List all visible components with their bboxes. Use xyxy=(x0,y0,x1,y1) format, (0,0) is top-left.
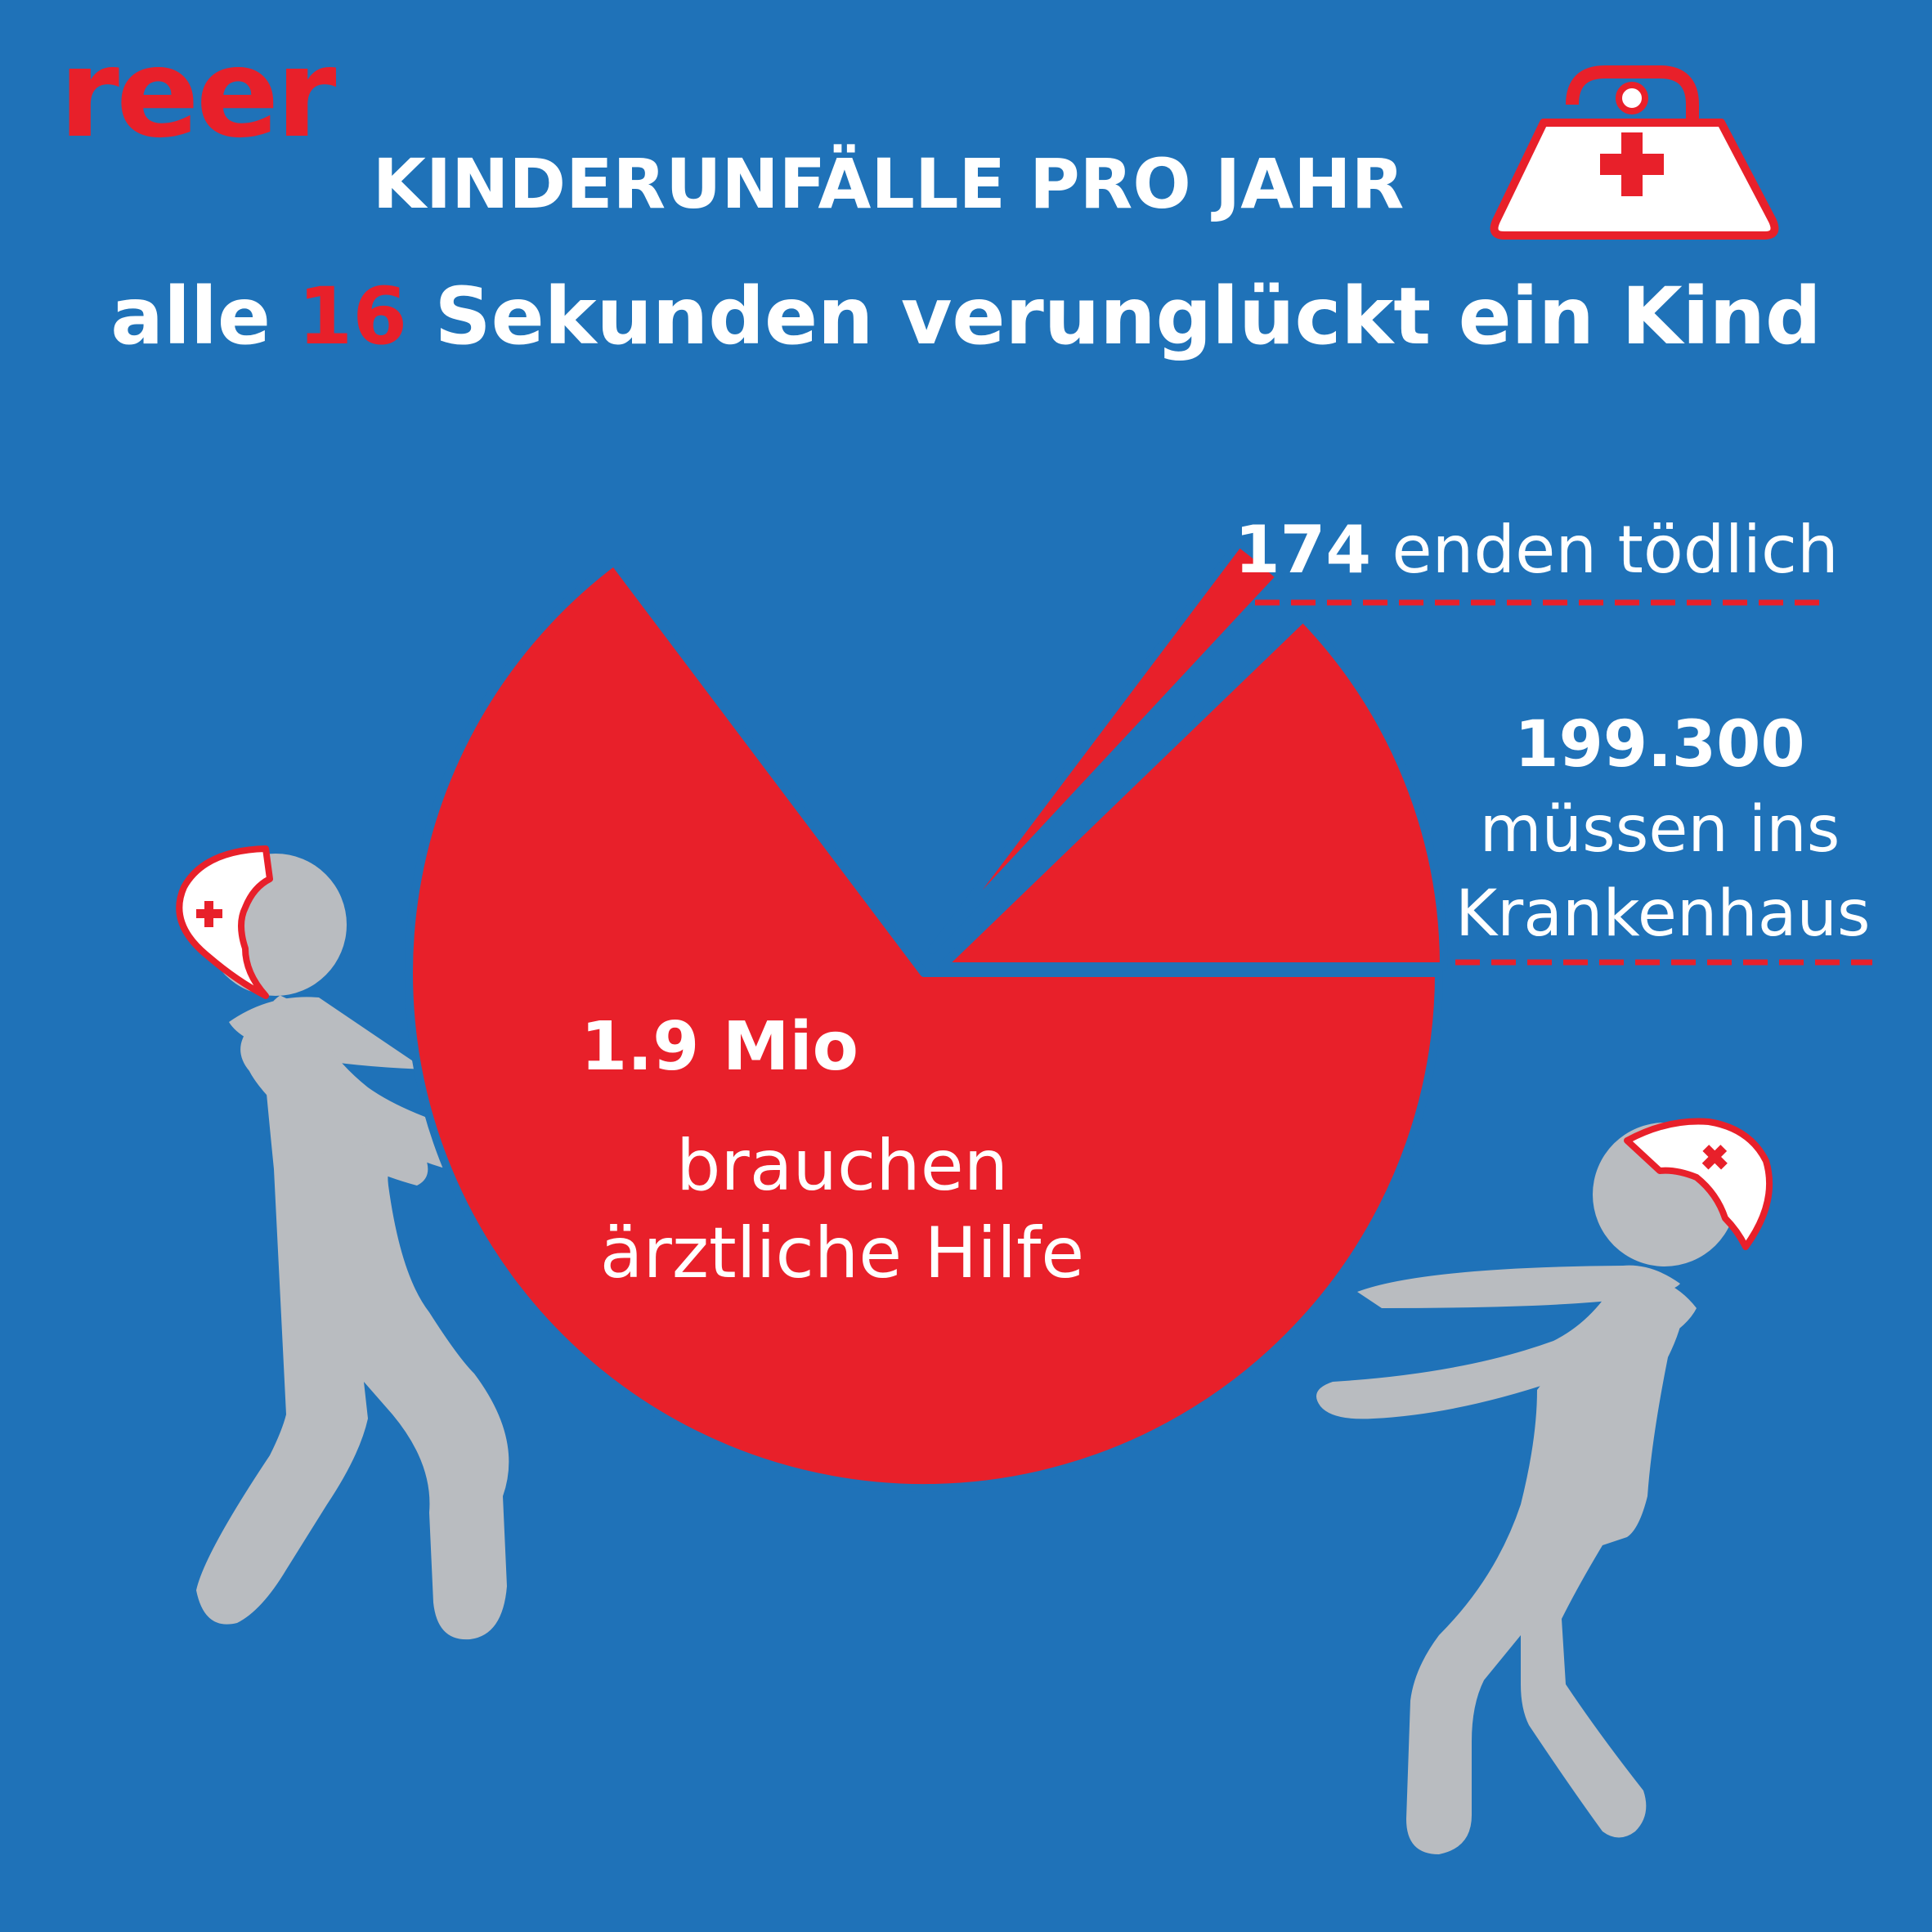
rescuer-figure-icon xyxy=(1316,1123,1737,1854)
hospital-text-line1: müssen ins xyxy=(1479,792,1840,867)
pie-slice-hospital xyxy=(938,613,1448,970)
slice-label-doctor: 1.9 Mio brauchen ärztliche Hilfe xyxy=(491,1006,1194,1298)
first-aid-kit-icon xyxy=(1490,65,1779,240)
subtitle-number: 16 xyxy=(298,271,408,362)
page-subtitle: alle 16 Sekunden verunglückt ein Kind xyxy=(0,270,1932,364)
slice-label-hospital: 199.300 müssen ins Krankenhaus xyxy=(1455,703,1871,957)
page-title: KINDERUNFÄLLE PRO JAHR xyxy=(372,144,1405,224)
subtitle-post: Sekunden verunglückt ein Kind xyxy=(407,271,1822,362)
hospital-value: 199.300 xyxy=(1514,708,1805,782)
slice-label-fatal: 174 enden tödlich xyxy=(1235,511,1839,589)
leader-lines xyxy=(1255,599,1872,966)
fatal-text: enden tödlich xyxy=(1371,512,1839,588)
doctor-value: 1.9 Mio xyxy=(580,1008,858,1086)
doctor-text-line2: ärztliche Hilfe xyxy=(599,1213,1085,1294)
pie-slice-doctor xyxy=(405,557,1443,1492)
fatal-value: 174 xyxy=(1235,512,1371,588)
helmet-icon xyxy=(176,845,273,999)
subtitle-pre: alle xyxy=(110,271,298,362)
helmet-icon xyxy=(1624,1118,1773,1250)
pie-chart xyxy=(405,538,1448,1492)
hospital-text-line2: Krankenhaus xyxy=(1455,877,1871,952)
doctor-text-line1: brauchen xyxy=(675,1124,1009,1207)
brand-logo: reer xyxy=(59,23,336,165)
pie-slice-fatal xyxy=(928,538,1284,954)
